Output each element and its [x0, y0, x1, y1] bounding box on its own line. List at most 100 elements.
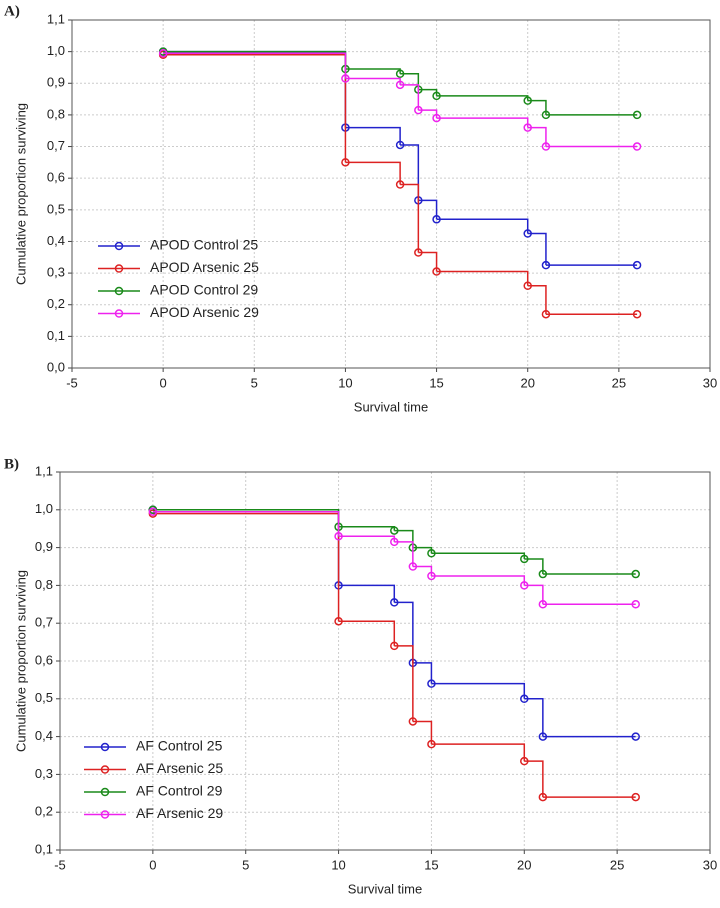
marker	[631, 600, 640, 609]
step-segment	[412, 546, 433, 554]
legend-marker	[100, 810, 110, 819]
marker	[631, 569, 640, 579]
x-tick-label: 10	[338, 375, 352, 390]
step-segment	[436, 117, 529, 128]
y-tick-label: 0,9	[47, 75, 65, 90]
panel-label: A)	[4, 3, 20, 19]
y-tick-label: 0,0	[47, 359, 65, 374]
step-segment	[338, 535, 396, 542]
marker	[408, 562, 418, 571]
x-tick-label: 5	[251, 375, 258, 390]
marker	[520, 694, 529, 704]
y-tick-label: 0,1	[47, 328, 65, 343]
marker	[395, 69, 405, 79]
legend-marker	[114, 309, 124, 318]
step-segment	[394, 541, 414, 567]
x-tick-label: 0	[160, 375, 167, 390]
legend-label: AF Arsenic 25	[136, 760, 223, 776]
marker	[523, 229, 532, 238]
legend-label: APOD Arsenic 29	[150, 304, 259, 320]
marker	[432, 215, 441, 224]
marker	[414, 105, 423, 115]
legend-label: AF Control 25	[136, 738, 223, 754]
marker	[427, 739, 436, 749]
y-tick-label: 0,4	[35, 728, 53, 743]
step-segment	[345, 77, 401, 85]
x-axis-title: Survival time	[348, 881, 422, 896]
marker	[631, 732, 640, 741]
marker	[341, 74, 350, 83]
step-segment	[436, 270, 529, 286]
marker	[432, 113, 441, 123]
plot-frame	[71, 19, 711, 369]
step-segment	[418, 109, 438, 119]
marker	[334, 617, 343, 626]
step-segment	[431, 743, 526, 762]
x-tick-label: 5	[242, 857, 249, 872]
legend-label: AF Arsenic 29	[136, 805, 223, 821]
marker	[390, 526, 399, 535]
x-tick-label: 25	[612, 375, 626, 390]
marker	[427, 679, 436, 688]
legend-label: AF Control 29	[136, 783, 223, 799]
y-tick-label: 0,8	[35, 577, 53, 592]
marker	[148, 507, 158, 516]
marker	[523, 281, 532, 290]
y-axis-title: Cumulative proportion surviving	[13, 570, 28, 752]
x-tick-label: 25	[610, 857, 624, 872]
step-segment	[152, 510, 340, 537]
step-segment	[400, 144, 420, 201]
marker	[541, 260, 551, 270]
y-tick-label: 0,9	[35, 539, 53, 554]
step-segment	[436, 218, 529, 234]
marker	[427, 549, 436, 558]
step-segment	[431, 575, 526, 586]
legend-marker	[100, 787, 110, 797]
x-tick-label: 20	[517, 857, 531, 872]
x-tick-label: -5	[66, 375, 78, 390]
y-tick-label: 0,3	[47, 265, 65, 280]
marker	[541, 110, 551, 120]
y-tick-label: 0,5	[35, 690, 53, 705]
marker	[631, 792, 640, 802]
marker	[538, 569, 548, 579]
y-tick-label: 0,8	[47, 106, 65, 121]
legend-marker	[114, 286, 124, 296]
marker	[541, 309, 551, 319]
step-segment	[524, 698, 544, 737]
step-segment	[394, 601, 414, 663]
x-tick-label: 15	[424, 857, 438, 872]
legend-marker	[114, 241, 124, 251]
marker	[414, 248, 423, 257]
marker	[395, 140, 405, 150]
legend-marker	[100, 765, 110, 774]
marker	[432, 91, 441, 101]
x-tick-label: 0	[149, 857, 156, 872]
y-tick-label: 0,1	[35, 841, 53, 856]
marker	[341, 158, 350, 167]
step-segment	[527, 126, 547, 147]
marker	[390, 641, 399, 651]
step-segment	[400, 84, 420, 111]
marker	[538, 792, 548, 802]
x-tick-label: 30	[703, 857, 717, 872]
y-tick-label: 1,1	[47, 11, 65, 26]
step-segment	[527, 99, 547, 115]
marker	[408, 717, 418, 726]
step-segment	[400, 183, 420, 253]
marker	[520, 581, 529, 590]
y-tick-label: 1,0	[47, 43, 65, 58]
marker	[158, 48, 168, 58]
x-tick-label: 30	[703, 375, 717, 390]
marker	[432, 267, 441, 276]
y-tick-label: 0,4	[47, 233, 65, 248]
step-segment	[394, 645, 414, 722]
y-tick-label: 0,7	[47, 138, 65, 153]
step-segment	[524, 760, 544, 798]
step-segment	[338, 620, 396, 646]
y-tick-label: 0,6	[35, 652, 53, 667]
y-tick-label: 0,6	[47, 170, 65, 185]
legend-label: APOD Control 29	[150, 282, 258, 298]
step-segment	[338, 526, 396, 531]
